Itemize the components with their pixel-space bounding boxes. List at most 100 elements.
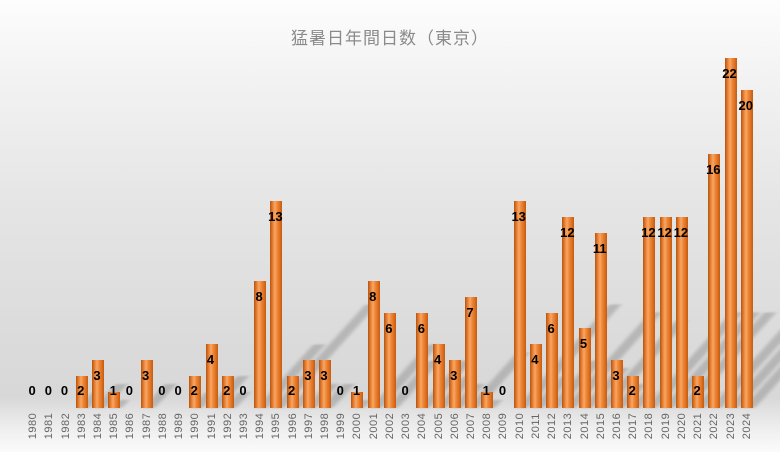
bar-value-label: 0	[498, 383, 507, 398]
bar-value-label: 16	[706, 162, 721, 177]
bar-group-1989: 0 1989	[171, 42, 187, 439]
x-axis-tick-label: 2013	[562, 412, 575, 440]
bar-value-label: 11	[592, 241, 607, 256]
bar-value-label: 7	[466, 305, 474, 320]
bar-group-1982: 0 1982	[57, 42, 73, 439]
x-axis-tick-label: 2018	[643, 412, 656, 440]
bar-value-label: 0	[401, 383, 409, 398]
bar-group-1987: 3 1987	[139, 42, 177, 439]
bar-value-label: 0	[174, 383, 182, 398]
bar-value-label: 3	[450, 368, 458, 383]
bar-group-2014: 5 2014	[576, 42, 629, 439]
bar	[432, 344, 445, 408]
bar-value-label: 20	[738, 98, 753, 113]
bar-group-2021: 2 2021	[690, 42, 721, 439]
bar-value-label: 2	[693, 383, 701, 398]
bar	[205, 344, 218, 408]
x-axis-tick-label: 1992	[221, 412, 234, 440]
x-axis-tick-label: 2005	[432, 412, 445, 440]
bar	[221, 376, 234, 408]
bar-value-label: 1	[352, 383, 361, 398]
bar-group-2024: 20 2024	[738, 42, 780, 439]
bar-group-2010: 13 2010	[511, 42, 621, 439]
bar	[270, 201, 283, 408]
bar-value-label: 2	[77, 383, 85, 398]
bar-group-2002: 6 2002	[382, 42, 441, 439]
x-axis-tick-label: 1986	[124, 412, 137, 440]
bar-value-label: 5	[579, 336, 588, 351]
bar-group-1993: 0 1993	[236, 42, 252, 439]
bar	[351, 392, 364, 408]
bar-group-2020: 12 2020	[673, 42, 776, 439]
bar-value-label: 0	[336, 383, 344, 398]
bar-value-label: 0	[239, 383, 247, 398]
x-axis-tick-label: 1993	[237, 412, 250, 440]
bar-value-label: 3	[93, 368, 101, 383]
bar-group-1995: 13 1995	[268, 42, 378, 439]
x-axis-tick-label: 2003	[400, 412, 413, 440]
x-axis-tick-label: 1994	[254, 412, 267, 440]
bar	[546, 313, 559, 408]
x-axis-tick-label: 1980	[27, 412, 40, 440]
bar-value-label: 12	[673, 225, 689, 240]
bar-value-label: 2	[190, 383, 198, 398]
bar-group-1996: 2 1996	[285, 42, 316, 439]
bar-value-label: 12	[560, 225, 575, 240]
x-axis-tick-label: 2001	[367, 412, 380, 440]
x-axis-tick-label: 2021	[692, 412, 705, 440]
bar	[529, 344, 542, 408]
bar-group-2007: 7 2007	[463, 42, 529, 439]
bar-value-label: 3	[612, 368, 620, 383]
bar-group-1983: 2 1983	[74, 42, 105, 439]
plot-area: 0 1980 0 1981 0 1982 2 1983 3 1984 1 1985 0 1986 3 1987…	[25, 42, 780, 439]
bar-group-2003: 0 2003	[398, 42, 414, 439]
bar-value-label: 0	[28, 383, 36, 398]
x-axis-tick-label: 1987	[140, 412, 153, 440]
x-axis-tick-label: 1984	[91, 412, 104, 440]
bar-group-1988: 0 1988	[155, 42, 171, 439]
bar-group-2001: 8 2001	[366, 42, 439, 439]
bar-value-label: 0	[44, 383, 52, 398]
bar-group-1998: 3 1998	[317, 42, 355, 439]
x-axis-tick-label: 2014	[578, 412, 591, 440]
bar	[302, 360, 315, 408]
bar-group-1997: 3 1997	[301, 42, 339, 439]
bar	[108, 392, 121, 408]
bar-value-label: 1	[482, 383, 490, 398]
bar-group-1990: 2 1990	[187, 42, 218, 439]
bar	[675, 217, 688, 408]
x-axis-tick-label: 1989	[173, 412, 186, 440]
x-axis-tick-label: 2007	[465, 412, 478, 440]
bar	[708, 154, 721, 408]
bar	[627, 376, 640, 408]
bar-group-2016: 3 2016	[609, 42, 647, 439]
bar-group-1999: 0 1999	[333, 42, 349, 439]
bar-group-2017: 2 2017	[625, 42, 656, 439]
bar	[254, 281, 267, 408]
bar	[465, 297, 478, 408]
bar-group-1981: 0 1981	[41, 42, 57, 439]
bar-group-1985: 1 1985	[106, 42, 130, 439]
bar-group-2000: 1 2000	[349, 42, 373, 439]
bar-group-1992: 2 1992	[220, 42, 251, 439]
x-axis-tick-label: 2008	[481, 412, 494, 440]
bar-group-1986: 0 1986	[122, 42, 138, 439]
x-axis-tick-label: 1982	[59, 412, 72, 440]
bar-group-2012: 6 2012	[544, 42, 603, 439]
bar-group-2011: 4 2011	[528, 42, 573, 439]
bar-value-label: 3	[320, 368, 328, 383]
x-axis-tick-label: 1983	[75, 412, 88, 440]
bar	[724, 58, 737, 408]
bar	[416, 313, 429, 408]
x-axis-tick-label: 1990	[189, 412, 202, 440]
bar-value-label: 3	[304, 368, 312, 383]
x-axis-tick-label: 2022	[708, 412, 721, 440]
bar-group-2005: 4 2005	[430, 42, 476, 439]
bar-group-2006: 3 2006	[447, 42, 485, 439]
bar	[692, 376, 705, 408]
bar-group-2018: 12 2018	[641, 42, 744, 439]
x-axis-tick-label: 2002	[383, 412, 396, 440]
bar	[286, 376, 299, 408]
bar	[75, 376, 88, 408]
